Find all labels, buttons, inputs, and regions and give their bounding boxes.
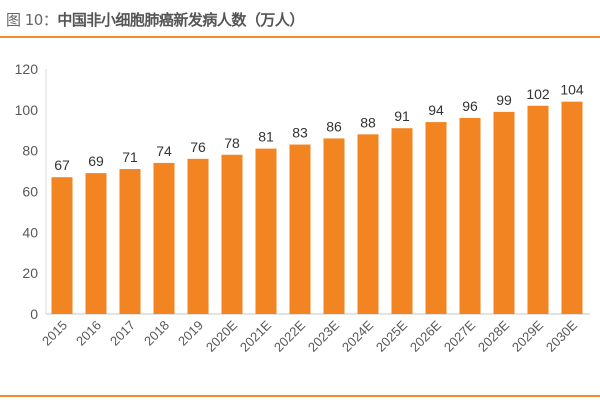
y-tick-label: 80 [22, 143, 38, 159]
y-tick-label: 20 [22, 265, 38, 281]
data-label: 83 [292, 125, 308, 141]
bar [289, 144, 311, 314]
bottom-divider [0, 395, 600, 397]
chart-title: 图 10：中国非小细胞肺癌新发病人数（万人） [6, 9, 304, 30]
data-label: 104 [560, 82, 584, 98]
data-label: 67 [54, 157, 70, 173]
x-tick-label: 2026E [407, 317, 444, 354]
x-tick-label: 2019 [175, 318, 206, 349]
data-label: 91 [394, 108, 410, 124]
data-label: 94 [428, 102, 444, 118]
x-tick-label: 2018 [141, 318, 172, 349]
bar [187, 158, 209, 314]
data-label: 81 [258, 129, 274, 145]
x-tick-label: 2027E [441, 317, 478, 354]
bar [425, 122, 447, 314]
title-divider [0, 36, 600, 38]
data-label: 86 [326, 118, 342, 134]
bar [391, 128, 413, 314]
data-label: 88 [360, 114, 376, 130]
bar [561, 101, 583, 315]
bar [153, 162, 175, 314]
data-label: 76 [190, 139, 206, 155]
data-label: 69 [88, 153, 104, 169]
bar [221, 154, 243, 314]
x-tick-label: 2029E [509, 317, 546, 354]
bar [85, 173, 107, 314]
x-tick-label: 2021E [237, 317, 274, 354]
x-tick-label: 2023E [305, 317, 342, 354]
bar [119, 169, 141, 314]
figure-label: 图 10： [6, 11, 58, 29]
data-label: 102 [526, 86, 550, 102]
y-tick-label: 60 [22, 184, 38, 200]
data-label: 71 [122, 149, 138, 165]
bar [357, 134, 379, 314]
x-tick-label: 2017 [107, 318, 138, 349]
bar [255, 148, 277, 314]
x-tick-label: 2015 [39, 318, 70, 349]
x-tick-label: 2025E [373, 317, 410, 354]
data-label: 99 [496, 92, 512, 108]
data-label: 74 [156, 143, 172, 159]
y-tick-label: 100 [15, 102, 39, 118]
bar [527, 105, 549, 314]
x-tick-label: 2020E [203, 317, 240, 354]
bar [323, 138, 345, 314]
y-tick-label: 0 [30, 306, 38, 322]
data-label: 78 [224, 135, 240, 151]
bar [51, 177, 73, 314]
x-tick-label: 2016 [73, 318, 104, 349]
title-text: 中国非小细胞肺癌新发病人数（万人） [57, 11, 304, 29]
x-tick-label: 2024E [339, 317, 376, 354]
bar [493, 111, 515, 314]
x-tick-label: 2022E [271, 317, 308, 354]
x-tick-label: 2028E [475, 317, 512, 354]
y-tick-label: 40 [22, 224, 38, 240]
data-label: 96 [462, 98, 478, 114]
x-tick-label: 2030E [543, 317, 580, 354]
y-tick-label: 120 [15, 61, 39, 77]
bar [459, 118, 481, 314]
